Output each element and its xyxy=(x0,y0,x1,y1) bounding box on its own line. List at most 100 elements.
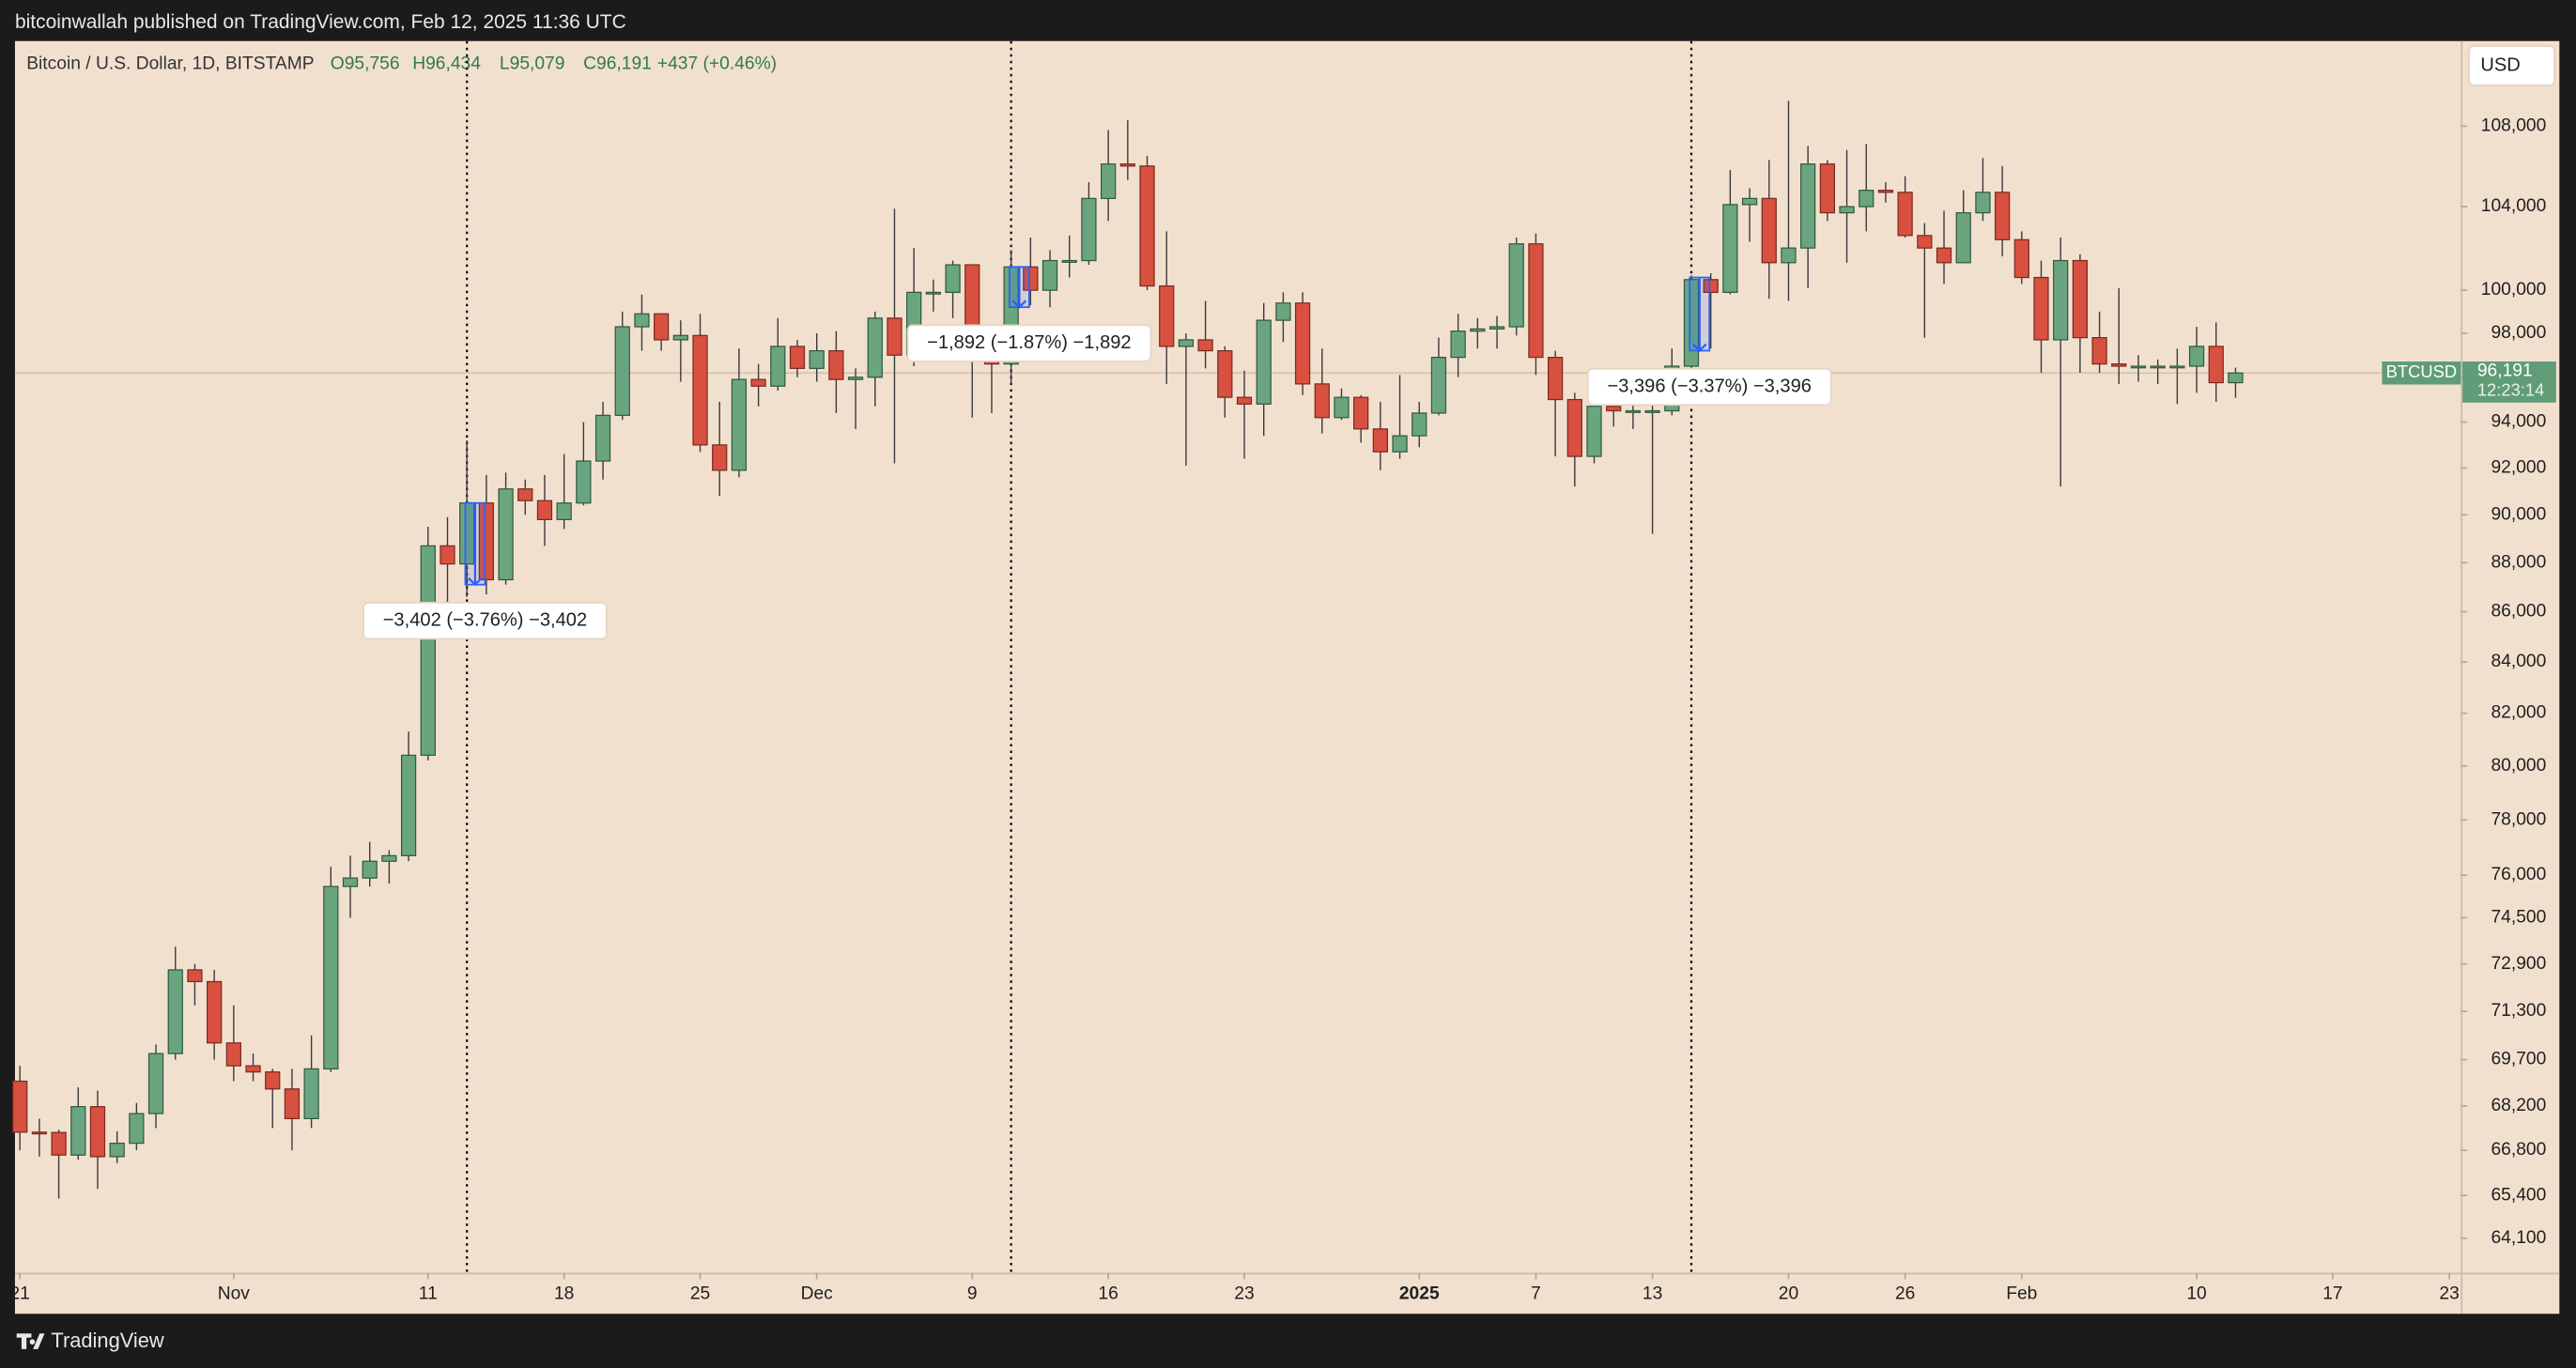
ohlc-value: C96,191 xyxy=(583,54,652,73)
candle-body xyxy=(1819,163,1835,214)
brand-logo xyxy=(16,1333,45,1349)
measure: −3,396 (−3.37%) −3,396 xyxy=(1586,276,1832,407)
y-tick-label: 88,000 xyxy=(2491,552,2546,572)
candle-body xyxy=(789,346,806,369)
y-tick-label: 66,800 xyxy=(2491,1140,2546,1160)
brand-name: TradingView xyxy=(51,1329,164,1352)
candle-body xyxy=(478,502,495,581)
measure-label-box xyxy=(362,602,608,640)
measure-label: −1,892 (−1.87%) −1,892 xyxy=(927,332,1131,353)
candle-body xyxy=(1528,243,1544,359)
candle-body xyxy=(51,1131,67,1156)
y-tick-label: 68,200 xyxy=(2491,1096,2546,1115)
candle-body xyxy=(1800,163,1816,249)
candle-body xyxy=(1450,330,1466,359)
candle-body xyxy=(672,334,688,341)
candle-body xyxy=(147,1053,164,1114)
y-tick-label: 72,900 xyxy=(2491,954,2546,974)
candle-body xyxy=(109,1143,125,1158)
x-tick-label: 20 xyxy=(1779,1283,1798,1303)
candle-body xyxy=(1955,212,1971,264)
candle-body xyxy=(867,317,883,378)
candle-body xyxy=(1741,197,1758,206)
y-tick-label: 104,000 xyxy=(2481,196,2547,216)
candle-body xyxy=(1566,398,1582,457)
x-tick-label: 9 xyxy=(967,1283,978,1303)
candle-body xyxy=(654,313,670,341)
symbol-tag-text: BTCUSD xyxy=(2386,361,2457,381)
candle-body xyxy=(1761,197,1777,264)
candle-body xyxy=(31,1131,48,1135)
candle-body xyxy=(594,414,611,462)
y-tick-label: 84,000 xyxy=(2491,652,2546,671)
measure: −1,892 (−1.87%) −1,892 xyxy=(906,266,1152,362)
currency-box[interactable] xyxy=(2468,45,2555,86)
y-tick-label: 90,000 xyxy=(2491,504,2546,524)
y-tick-label: 76,000 xyxy=(2491,865,2546,884)
candle-body xyxy=(2208,346,2224,384)
candle-body xyxy=(167,969,183,1054)
candle-body xyxy=(634,313,650,328)
x-tick-label: 18 xyxy=(554,1283,574,1303)
measure-label: −3,396 (−3.37%) −3,396 xyxy=(1608,376,1812,396)
candle-body xyxy=(1411,412,1427,437)
candle-body xyxy=(1314,383,1330,419)
candle-body xyxy=(12,1080,28,1133)
x-tick-label: 23 xyxy=(1234,1283,1254,1303)
measure-arrow xyxy=(1691,277,1707,353)
y-tick-label: 80,000 xyxy=(2491,756,2546,776)
candle-body xyxy=(1101,163,1117,199)
candle-body xyxy=(2228,372,2244,384)
candle-body xyxy=(1897,192,1913,237)
candle-body xyxy=(692,334,708,446)
y-tick-label: 98,000 xyxy=(2491,323,2546,343)
candle-body xyxy=(1839,206,1855,214)
candle-body xyxy=(1703,279,1719,293)
x-tick-label: 16 xyxy=(1098,1283,1118,1303)
candle-body xyxy=(1586,406,1602,457)
candle-body xyxy=(1256,319,1272,405)
x-tick-label: 17 xyxy=(2322,1283,2342,1303)
x-tick-label: 13 xyxy=(1643,1283,1662,1303)
candle-body xyxy=(187,969,203,983)
y-tick-label: 65,400 xyxy=(2491,1185,2546,1205)
candle-body xyxy=(1178,339,1195,347)
y-tick-label: 82,000 xyxy=(2491,703,2546,723)
candle-body xyxy=(517,488,533,501)
candle-body xyxy=(1353,396,1369,430)
candle-body xyxy=(1119,163,1135,167)
x-tick-label: Nov xyxy=(218,1283,251,1303)
candle-body xyxy=(498,488,514,581)
candle-body xyxy=(712,444,728,471)
candle-body xyxy=(207,980,223,1044)
candle-body xyxy=(945,264,961,293)
candle-body xyxy=(2150,365,2166,369)
candle-body xyxy=(2072,259,2089,339)
x-tick-label: 11 xyxy=(419,1283,438,1303)
candle-body xyxy=(284,1088,301,1119)
candle-body xyxy=(1975,192,1991,214)
y-tick-label: 86,000 xyxy=(2491,602,2546,622)
brand: TradingView xyxy=(16,1329,164,1352)
x-tick-label: 23 xyxy=(2439,1283,2459,1303)
candle-body xyxy=(1294,302,1311,385)
candle-body xyxy=(887,317,902,356)
ohlc-value: +437 (+0.46%) xyxy=(657,54,777,73)
candle-body xyxy=(2091,337,2107,365)
y-tick-label: 94,000 xyxy=(2491,412,2546,432)
candle-body xyxy=(1722,204,1738,293)
candle-body xyxy=(2188,346,2205,367)
candle-body xyxy=(847,377,864,380)
candle-body xyxy=(1023,266,1039,291)
x-tick-label: Dec xyxy=(801,1283,834,1303)
candle-body xyxy=(770,346,786,387)
candle-body xyxy=(1877,190,1894,193)
candle-body xyxy=(362,860,378,879)
measure: −3,402 (−3.76%) −3,402 xyxy=(362,501,608,640)
x-tick-label: Feb xyxy=(2006,1283,2037,1303)
candle-body xyxy=(1644,409,1660,413)
candle-body xyxy=(1159,284,1175,347)
x-tick-label: 10 xyxy=(2186,1283,2206,1303)
